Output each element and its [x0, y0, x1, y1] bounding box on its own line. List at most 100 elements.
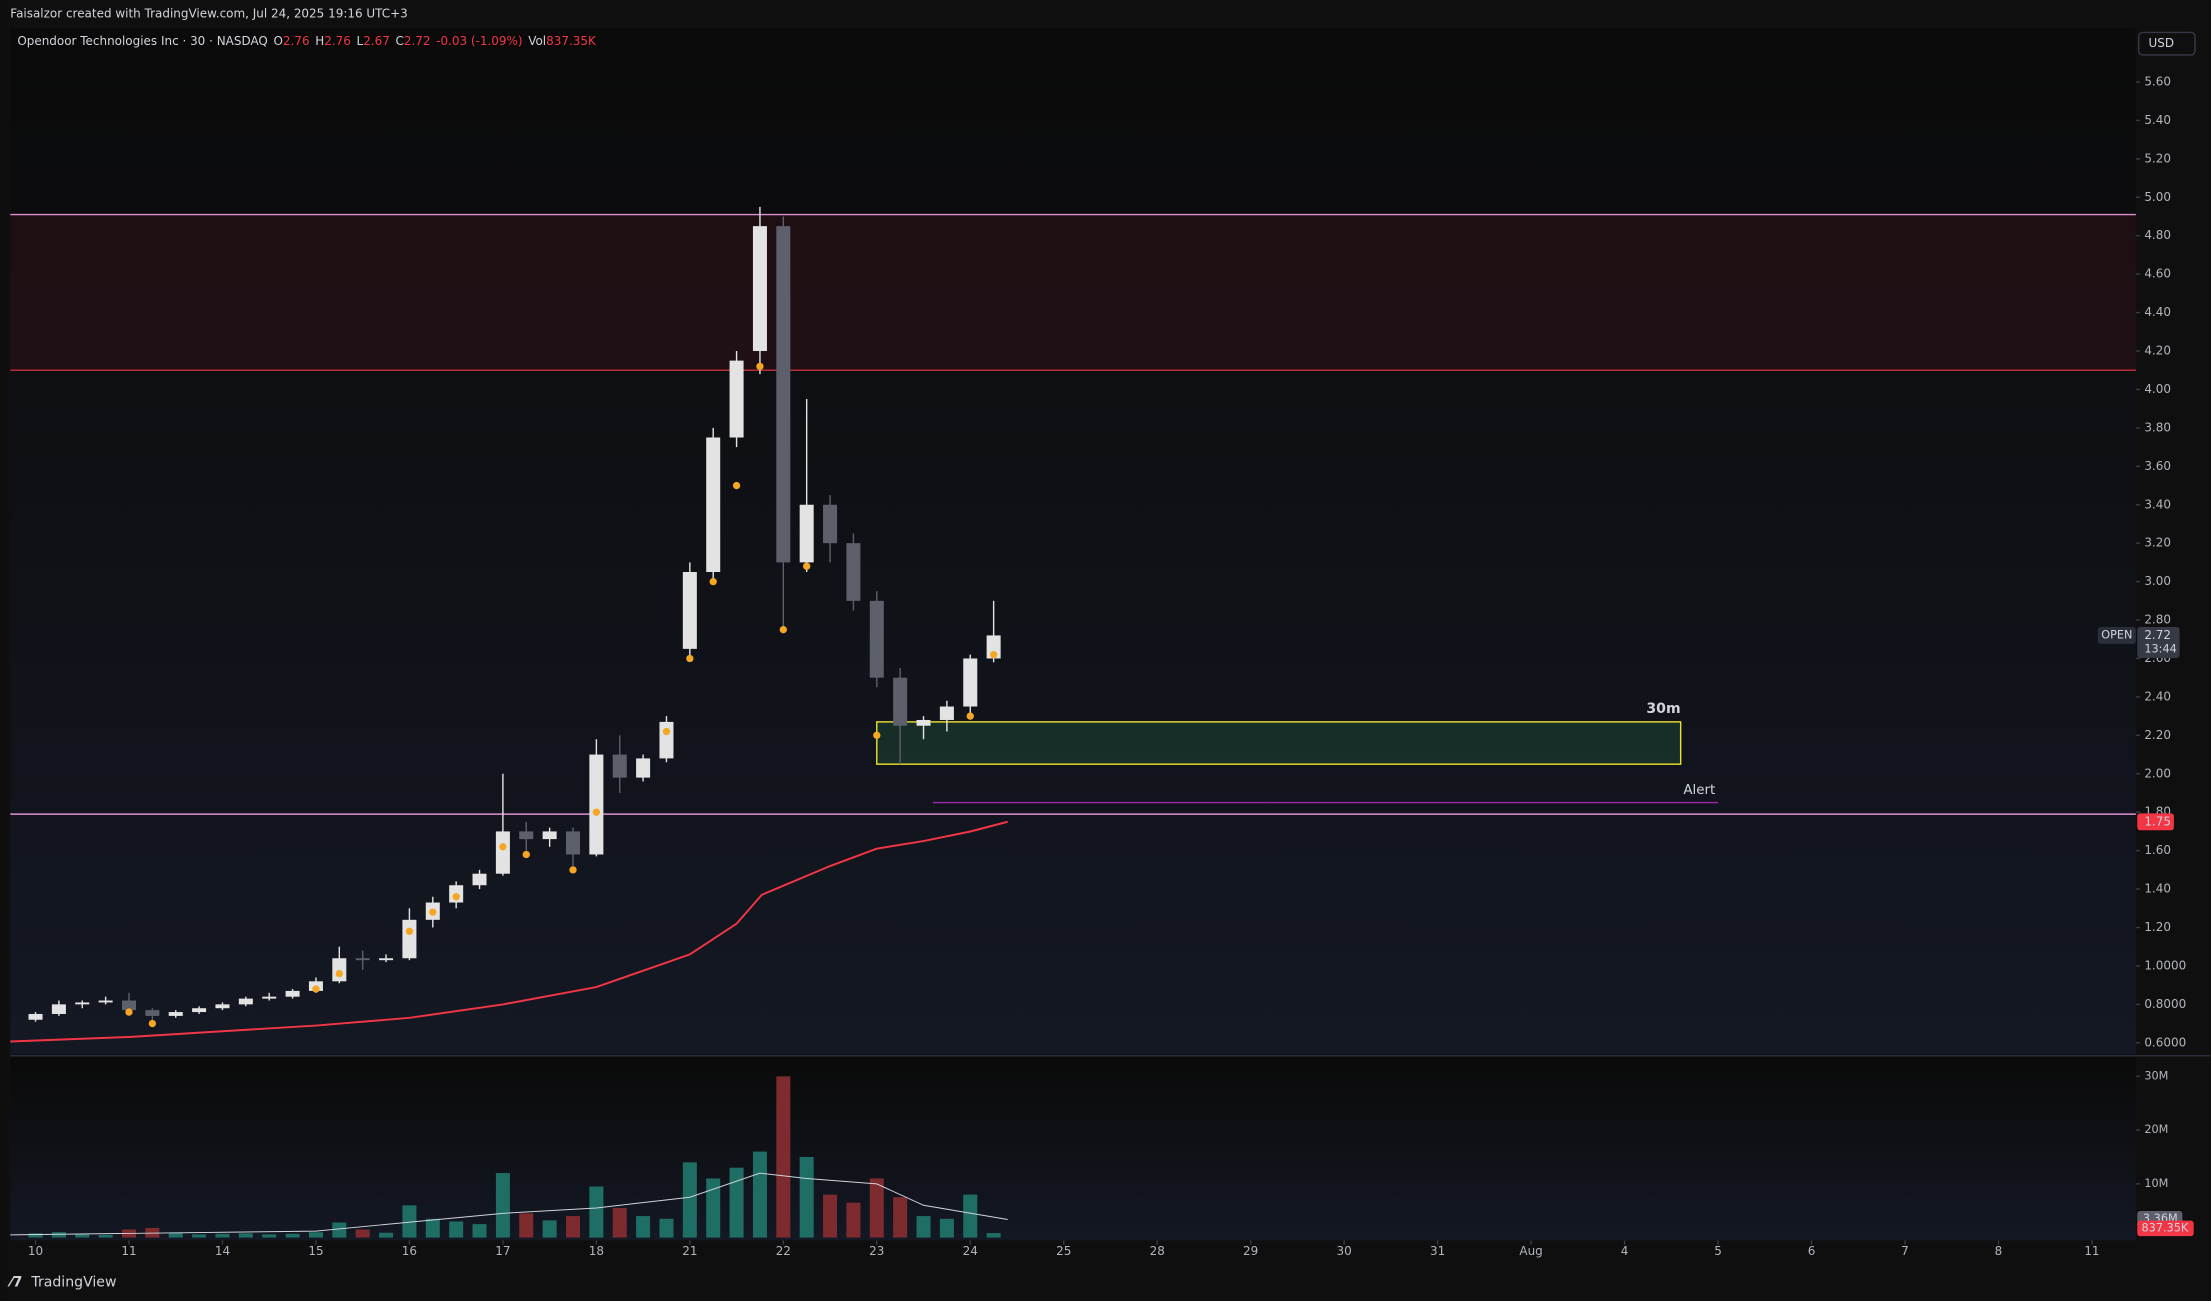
candle-body [846, 543, 861, 601]
x-tick-label: 25 [1056, 1244, 1071, 1258]
volume-bar [986, 1233, 1001, 1238]
y-tick-label: 4.80 [2144, 228, 2171, 242]
candle-body [332, 958, 347, 982]
price-tag [2137, 626, 2180, 658]
attribution: Faisalzor created with TradingView.com, … [10, 7, 407, 21]
candle-body [729, 360, 744, 438]
legend-value: 837.35K [546, 33, 597, 47]
vol-tick-label: 10M [2144, 1177, 2168, 1190]
y-tick-label: 2.00 [2144, 766, 2171, 780]
legend-key: O [274, 33, 283, 47]
candle-body [75, 1002, 90, 1005]
signal-dot [989, 650, 998, 659]
x-tick-label: 17 [495, 1244, 510, 1258]
legend-key: L [357, 33, 364, 47]
volume-bar [472, 1224, 487, 1238]
x-tick-label: 29 [1243, 1244, 1258, 1258]
volume-bar [285, 1233, 300, 1238]
price-pane [10, 28, 2136, 1055]
volume-bar [659, 1218, 674, 1238]
candle-body [776, 226, 791, 563]
signal-dot [335, 969, 343, 978]
y-tick-label: 1.40 [2144, 882, 2171, 896]
currency-button[interactable] [2137, 31, 2196, 56]
volume-bar [28, 1233, 43, 1238]
signal-dot [966, 712, 974, 720]
vol-tick-label: 30M [2144, 1069, 2168, 1082]
candle-body [121, 1000, 137, 1011]
volume-bar [75, 1234, 90, 1238]
x-tick-label: 31 [1430, 1244, 1445, 1258]
y-tick-label: 5.40 [2144, 113, 2171, 127]
candle-body [168, 1012, 183, 1016]
signal-dot [732, 481, 741, 490]
candle-body [963, 658, 978, 707]
y-tick-label: 4.00 [2144, 382, 2171, 396]
volume-bar [215, 1233, 230, 1238]
volume-bar [963, 1194, 978, 1238]
y-tick-label: 5.60 [2144, 74, 2171, 88]
candle-body [565, 831, 581, 855]
volume-bar [565, 1216, 581, 1238]
volume-bar [682, 1162, 697, 1238]
volume-bar [799, 1156, 814, 1238]
volume-bar [776, 1076, 791, 1238]
x-tick-label: 4 [1621, 1244, 1629, 1258]
candle-body [799, 504, 814, 563]
y-tick-label: 4.40 [2144, 305, 2171, 319]
x-tick-label: 24 [963, 1244, 978, 1258]
signal-dot [429, 908, 437, 916]
signal-dot [686, 654, 694, 663]
currency[interactable]: USD [2149, 36, 2175, 50]
candle-body [215, 1004, 230, 1009]
candle-body [986, 635, 1001, 659]
x-tick-label: 10 [28, 1244, 43, 1258]
signal-dot [499, 843, 507, 851]
y-tick-label: 3.40 [2144, 497, 2171, 511]
candle-body [823, 504, 838, 544]
volume-bar [425, 1218, 440, 1238]
candle-body [589, 754, 604, 855]
volume-bar [939, 1218, 954, 1238]
candle-body [682, 572, 697, 649]
y-tick-label: 1.0000 [2144, 958, 2186, 972]
x-tick-label: 23 [869, 1244, 884, 1258]
volume-bar [402, 1205, 417, 1238]
volume-bar [706, 1178, 721, 1238]
volume-bar [192, 1234, 207, 1238]
candle-body [472, 873, 487, 886]
volume-bar [51, 1232, 66, 1238]
candle-body [238, 998, 253, 1005]
legend-key: C [395, 33, 403, 47]
candle-body [893, 677, 908, 726]
volume-bar [636, 1216, 651, 1238]
signal-dot [569, 866, 577, 874]
signal-dot [709, 577, 717, 586]
y-tick-label: 5.00 [2144, 190, 2171, 204]
brand: TradingView [30, 1275, 116, 1291]
candle-body [612, 754, 627, 778]
y-tick-label: 1.20 [2144, 920, 2171, 934]
signal-dot [803, 562, 811, 570]
legend-change: -0.03 (-1.09%) [436, 33, 522, 47]
y-tick-label: 3.80 [2144, 420, 2171, 434]
volume-bar [168, 1232, 183, 1238]
candle-body [495, 831, 510, 874]
legend: Opendoor Technologies Inc · 30 · NASDAQ O… [17, 33, 597, 47]
candle-body [916, 719, 931, 726]
volume-bar [449, 1221, 464, 1238]
x-tick-label: 18 [589, 1244, 604, 1258]
signal-dot [779, 625, 787, 634]
signal-dot [592, 808, 601, 816]
alert-label: Alert [1683, 783, 1715, 798]
x-tick-label: 16 [402, 1244, 417, 1258]
x-tick-label: 11 [2084, 1244, 2099, 1258]
x-tick-label: 28 [1150, 1244, 1165, 1258]
x-tick-label: 22 [776, 1244, 791, 1258]
legend-key: H [315, 33, 324, 47]
candle-body [706, 437, 721, 573]
symbol-tag [2097, 626, 2136, 644]
x-tick-label: 14 [215, 1244, 230, 1258]
